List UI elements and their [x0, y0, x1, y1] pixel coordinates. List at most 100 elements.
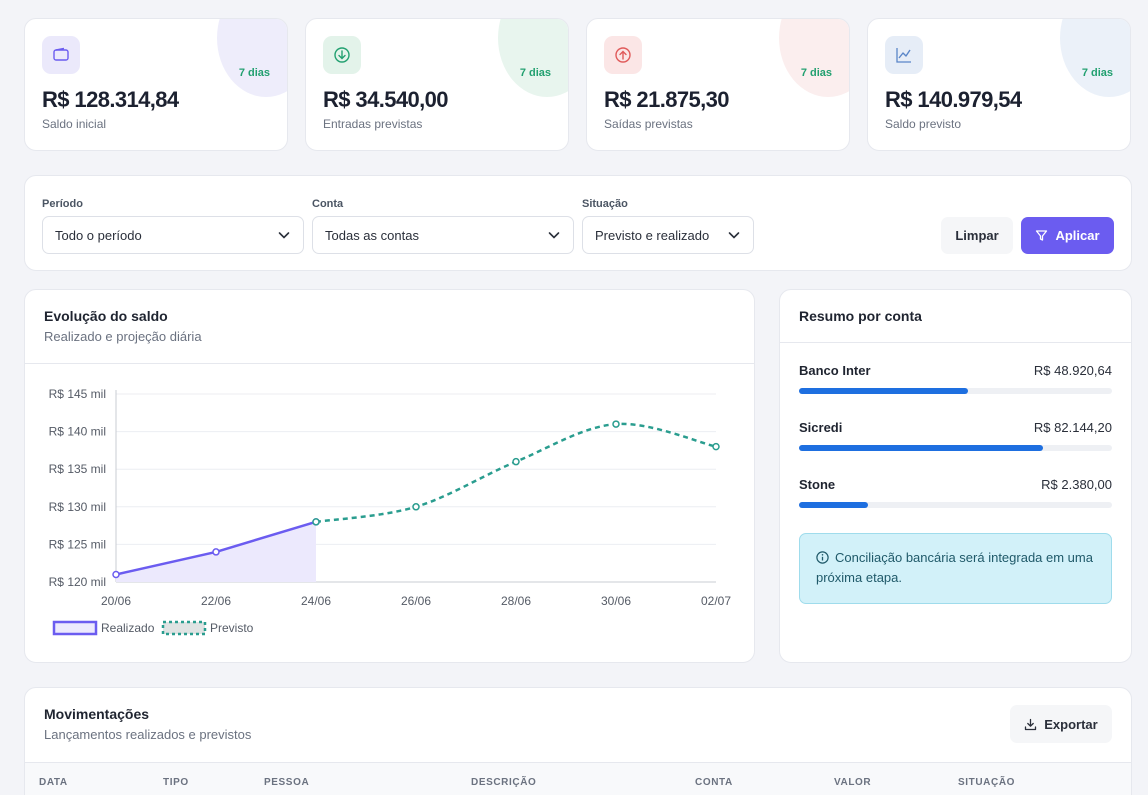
table-header: DATA TIPO PESSOA DESCRIÇÃO CONTA VALOR S… — [25, 762, 1131, 795]
evolution-title: Evolução do saldo — [44, 308, 168, 324]
realizado-area — [116, 521, 316, 582]
filter-label-periodo: Período — [42, 198, 83, 210]
movements-card: Movimentações Lançamentos realizados e p… — [24, 687, 1132, 795]
account-bar-track — [799, 502, 1112, 508]
account-bar-fill — [799, 502, 868, 508]
column-header-descricao[interactable]: DESCRIÇÃO — [471, 777, 537, 788]
conta-select[interactable]: Todas as contas — [312, 216, 574, 254]
decorative-blob — [498, 19, 568, 97]
legend-swatch-previsto — [161, 620, 207, 636]
y-tick-label: R$ 140 mil — [49, 425, 106, 439]
trend-chart-icon — [885, 36, 923, 74]
filter-label-situacao: Situação — [582, 198, 628, 210]
info-icon — [816, 551, 829, 564]
kpi-value: R$ 21.875,30 — [604, 87, 730, 112]
arrow-down-circle-icon — [323, 36, 361, 74]
column-header-data[interactable]: DATA — [39, 777, 68, 788]
account-bar-fill — [799, 445, 1044, 451]
situacao-select[interactable]: Previsto e realizado — [582, 216, 754, 254]
kpi-period-badge: 7 dias — [800, 67, 832, 79]
previsto-point — [312, 518, 320, 526]
card-divider — [780, 342, 1131, 343]
kpi-period-badge: 7 dias — [1081, 67, 1113, 79]
kpi-label: Entradas previstas — [323, 117, 423, 131]
card-divider — [25, 363, 754, 364]
periodo-select[interactable]: Todo o período — [42, 216, 304, 254]
account-bar-track — [799, 445, 1112, 451]
account-name: Banco Inter — [799, 363, 871, 378]
previsto-point — [712, 442, 720, 451]
decorative-blob — [779, 19, 849, 97]
column-header-valor[interactable]: VALOR — [834, 777, 872, 788]
legend-label-previsto: Previsto — [210, 621, 254, 635]
y-tick-label: R$ 120 mil — [49, 575, 106, 589]
legend-label-realizado: Realizado — [101, 621, 155, 635]
kpi-period-badge: 7 dias — [519, 67, 551, 79]
column-header-conta[interactable]: CONTA — [695, 777, 733, 788]
y-tick-label: R$ 135 mil — [49, 462, 106, 476]
evolution-subtitle: Realizado e projeção diária — [44, 329, 202, 344]
kpi-card-entradas-previstas: 7 dias R$ 34.540,00 Entradas previstas — [305, 18, 569, 151]
download-icon — [1025, 718, 1037, 730]
account-balance: R$ 2.380,00 — [1041, 477, 1112, 492]
chevron-down-icon — [728, 232, 740, 239]
conta-select-value: Todas as contas — [325, 227, 419, 243]
reconciliation-info-alert: Conciliação bancária será integrada em u… — [799, 533, 1112, 604]
export-button[interactable]: Exportar — [1010, 705, 1112, 743]
account-balance: R$ 48.920,64 — [1033, 363, 1112, 378]
filters-card: Período Todo o período Conta Todas as co… — [24, 175, 1132, 271]
x-tick-label: 26/06 — [401, 594, 431, 608]
kpi-card-saldo-previsto: 7 dias R$ 140.979,54 Saldo previsto — [867, 18, 1131, 151]
column-header-tipo[interactable]: TIPO — [163, 777, 189, 788]
x-tick-label: 24/06 — [301, 594, 331, 608]
info-text: Conciliação bancária será integrada em u… — [816, 550, 1093, 585]
apply-filters-label: Aplicar — [1055, 228, 1100, 243]
kpi-value: R$ 34.540,00 — [323, 87, 449, 112]
situacao-select-value: Previsto e realizado — [595, 227, 710, 243]
chevron-down-icon — [548, 232, 560, 239]
column-header-pessoa[interactable]: PESSOA — [264, 777, 310, 788]
account-summary-card: Resumo por conta Banco Inter R$ 48.920,6… — [779, 289, 1132, 663]
kpi-card-saldo-inicial: 7 dias R$ 128.314,84 Saldo inicial — [24, 18, 288, 151]
chevron-down-icon — [278, 232, 290, 239]
summary-title: Resumo por conta — [799, 308, 922, 324]
filter-label-conta: Conta — [312, 198, 344, 210]
account-bar-track — [799, 388, 1112, 394]
decorative-blob — [1060, 19, 1130, 97]
column-header-situacao[interactable]: SITUAÇÃO — [958, 777, 1016, 788]
kpi-value: R$ 140.979,54 — [885, 87, 1022, 112]
x-tick-label: 22/06 — [201, 594, 231, 608]
y-tick-label: R$ 125 mil — [49, 537, 106, 551]
x-tick-label: 02/07 — [701, 594, 731, 608]
arrow-up-circle-icon — [604, 36, 642, 74]
account-bar-fill — [799, 388, 969, 394]
movements-title: Movimentações — [44, 706, 150, 722]
previsto-point — [612, 420, 620, 428]
y-tick-label: R$ 145 mil — [49, 387, 106, 401]
movements-subtitle: Lançamentos realizados e previstos — [44, 727, 252, 742]
periodo-select-value: Todo o período — [55, 227, 142, 243]
x-tick-label: 20/06 — [101, 594, 131, 608]
kpi-label: Saldo inicial — [42, 117, 107, 131]
export-label: Exportar — [1044, 716, 1098, 732]
apply-filters-button[interactable]: Aplicar — [1021, 217, 1114, 254]
account-name: Stone — [799, 477, 836, 492]
realizado-point — [212, 548, 220, 556]
previsto-point — [412, 503, 420, 511]
kpi-period-badge: 7 dias — [238, 67, 270, 79]
evolution-card: Evolução do saldo Realizado e projeção d… — [24, 289, 755, 663]
previsto-point — [512, 457, 520, 466]
account-balance: R$ 82.144,20 — [1033, 420, 1112, 435]
balance-chart: R$ 120 mil R$ 125 mil R$ 130 mil R$ 135 mil… — [49, 387, 731, 636]
decorative-blob — [217, 19, 287, 97]
kpi-card-saidas-previstas: 7 dias R$ 21.875,30 Saídas previstas — [586, 18, 850, 151]
kpi-value: R$ 128.314,84 — [42, 87, 179, 112]
y-tick-label: R$ 130 mil — [49, 500, 106, 514]
kpi-label: Saídas previstas — [604, 117, 693, 131]
clear-filters-button[interactable]: Limpar — [941, 217, 1013, 254]
x-tick-label: 30/06 — [601, 594, 631, 608]
legend-swatch-realizado — [52, 620, 98, 636]
wallet-icon — [42, 36, 80, 74]
filter-icon — [1036, 230, 1048, 241]
realizado-point — [112, 570, 120, 579]
